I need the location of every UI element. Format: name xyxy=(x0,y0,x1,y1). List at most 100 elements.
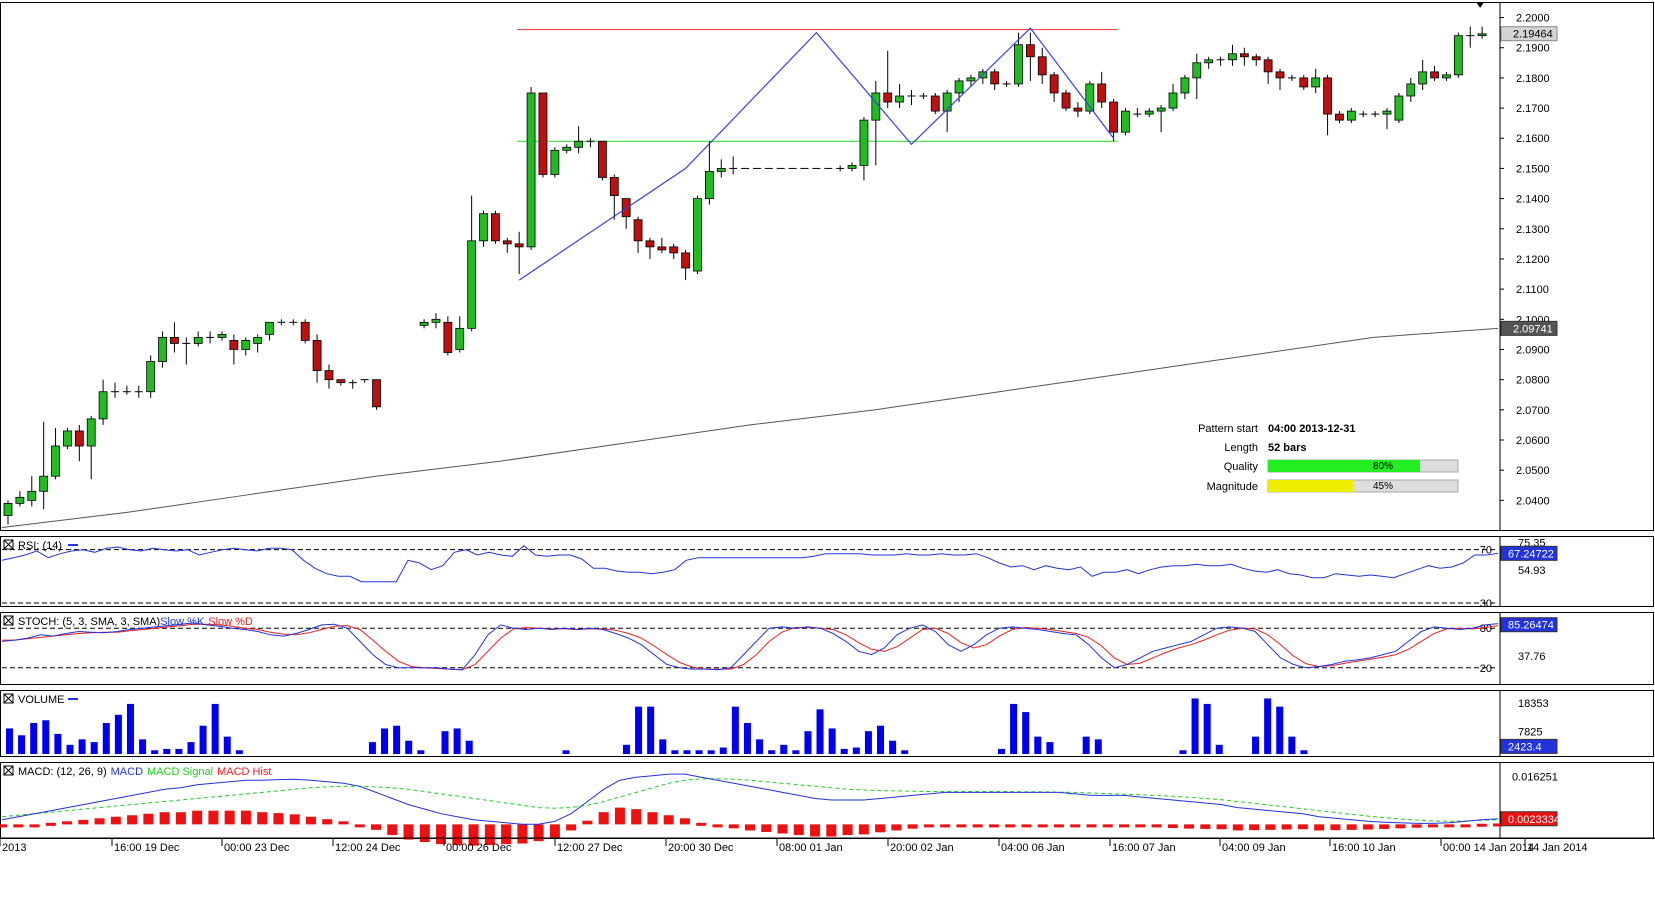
candle xyxy=(1346,108,1356,124)
candle xyxy=(1442,71,1451,81)
macd-legend-1: MACD Signal xyxy=(147,766,213,778)
macd-hist-bar xyxy=(566,824,577,831)
volume-bar xyxy=(768,750,776,754)
volume-bar xyxy=(635,706,643,754)
macd-hist-bar xyxy=(240,810,251,825)
candle xyxy=(1204,56,1214,69)
macd-hist-bar xyxy=(777,824,788,834)
panel-frame-vol xyxy=(0,690,1654,757)
candle xyxy=(562,144,572,154)
candle-body xyxy=(1275,71,1285,79)
candle xyxy=(1014,32,1023,87)
volume-bar xyxy=(235,750,243,754)
candle xyxy=(609,174,619,220)
volume-bar xyxy=(1276,706,1284,754)
candle xyxy=(990,68,1000,90)
candle-body xyxy=(1394,95,1404,121)
price-tick-label: 2.1500 xyxy=(1516,163,1550,175)
candle-body xyxy=(704,171,714,199)
macd-hist-bar xyxy=(907,824,918,829)
candle-body xyxy=(1168,92,1178,109)
stoch-tick-label: 37.76 xyxy=(1518,651,1546,663)
candle xyxy=(1228,44,1237,66)
candle-body xyxy=(966,77,976,82)
volume-bar xyxy=(659,739,667,754)
candle xyxy=(277,319,286,326)
volume-tick-label: 7825 xyxy=(1518,727,1542,739)
macd-hist-bar xyxy=(143,813,154,825)
time-tick-label: 20:00 30 Dec xyxy=(668,842,734,854)
panel-close-icon-x xyxy=(3,693,14,704)
candle-body xyxy=(455,327,465,350)
candle xyxy=(1144,108,1154,118)
candle-body xyxy=(1239,53,1249,58)
volume-bar xyxy=(381,728,389,754)
candle-body xyxy=(574,140,584,148)
candle-body xyxy=(300,321,310,341)
candle xyxy=(158,331,167,368)
macd-hist-bar xyxy=(29,824,40,828)
macd-hist-bar xyxy=(1167,824,1178,829)
volume-bar xyxy=(731,706,739,754)
price-tick-label: 2.1800 xyxy=(1516,73,1550,85)
candle xyxy=(1073,102,1083,118)
candle xyxy=(1061,89,1071,112)
price-tick-label: 2.0900 xyxy=(1516,344,1550,356)
volume-bar xyxy=(30,723,38,754)
volume-bar xyxy=(211,703,219,754)
macd-hist-bar xyxy=(13,824,24,828)
volume-bar xyxy=(1252,736,1260,754)
macd-hist-bar xyxy=(858,824,869,835)
candle-body xyxy=(217,333,227,338)
price-tick-label: 2.1400 xyxy=(1516,194,1550,206)
candle xyxy=(1049,71,1059,103)
volume-bar xyxy=(877,725,885,754)
stoch-title: STOCH: (5, 3, SMA, 3, SMA)Slow %K Slow %D xyxy=(18,616,253,628)
candle-body xyxy=(1180,77,1190,94)
volume-bar xyxy=(901,750,909,754)
macd-hist-bar xyxy=(761,824,772,832)
stoch-title-params: STOCH: (5, 3, SMA, 3, SMA) xyxy=(18,616,160,628)
candle-body xyxy=(609,177,619,196)
candle-body xyxy=(657,246,667,251)
candle-body xyxy=(51,445,60,477)
price-tick-label: 2.0400 xyxy=(1516,495,1550,507)
candle-body xyxy=(550,149,560,175)
candle-body xyxy=(1085,83,1095,112)
candle-body xyxy=(1453,35,1463,76)
candle xyxy=(241,337,251,356)
candle xyxy=(63,427,72,450)
candle xyxy=(1323,74,1332,136)
candle-body xyxy=(645,240,655,248)
indicator-value-label: 0.0023334 xyxy=(1508,814,1560,826)
candle xyxy=(1180,74,1190,100)
quality-bar-label: 80% xyxy=(1373,461,1393,472)
volume-bar xyxy=(54,733,62,754)
macd-hist-bar xyxy=(1232,824,1243,831)
macd-hist-bar xyxy=(940,824,951,828)
volume-bar xyxy=(126,703,134,754)
volume-bar xyxy=(393,725,401,754)
candle xyxy=(1037,47,1047,84)
macd-hist-bar xyxy=(1249,824,1260,831)
macd-hist-bar xyxy=(78,819,89,825)
macd-hist-bar xyxy=(582,820,593,825)
candle xyxy=(336,379,346,386)
candle xyxy=(170,322,179,353)
macd-hist-bar xyxy=(1053,824,1064,828)
macd-hist-bar xyxy=(875,824,886,833)
time-tick-label: 16:00 07 Jan xyxy=(1112,842,1176,854)
candle xyxy=(348,379,357,389)
candle-body xyxy=(158,337,167,362)
macd-hist-bar xyxy=(338,821,349,825)
macd-legend-2: MACD Hist xyxy=(217,766,271,778)
candle xyxy=(502,237,512,253)
macd-hist-bar xyxy=(1460,824,1471,828)
candle xyxy=(1453,32,1463,78)
candle-body xyxy=(265,321,274,335)
candle xyxy=(907,89,916,106)
candle-body xyxy=(883,92,893,103)
candle xyxy=(1085,80,1095,115)
candle-body xyxy=(86,418,96,447)
